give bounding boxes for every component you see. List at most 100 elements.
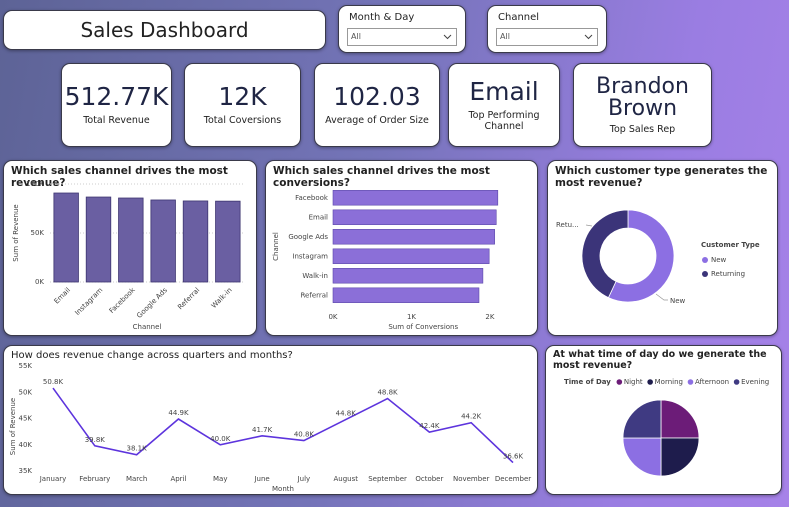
chevron (584, 34, 593, 40)
x-tick-label: 2K (485, 313, 494, 321)
dropdown[interactable]: All (347, 28, 457, 46)
legend-title: Time of Day (564, 378, 611, 386)
x-tick-label: March (126, 475, 147, 483)
kpi-label: Top Performing Channel (468, 109, 540, 132)
chart: 35K 40K 45K 50K 55K January 50.8K February 39.8K… (9, 362, 531, 493)
x-tick-label: April (170, 475, 186, 483)
bar (215, 200, 241, 283)
chart-card: How does revenue change across quarters … (3, 345, 538, 495)
legend-swatch (702, 271, 708, 277)
kpi-value: Email (469, 76, 539, 106)
x-tick-label: September (368, 475, 407, 483)
x-tick-label: 0K (328, 313, 337, 321)
y-tick-label: Email (309, 213, 328, 221)
legend-swatch (687, 379, 694, 385)
bar (53, 192, 79, 283)
chevron (443, 34, 452, 40)
chart-title: Which customer type generates the most r… (555, 165, 768, 190)
chart: 0K 1K 2K Facebook Email Google Ads Instagram Wa… (272, 190, 499, 331)
bar (332, 287, 480, 303)
legend-label: Returning (711, 270, 745, 278)
dropdown-value: All (351, 32, 361, 41)
y-tick-label: Referral (301, 291, 329, 299)
bar (182, 200, 209, 283)
x-tick-label: Instagram (73, 286, 104, 317)
leader-line (655, 293, 668, 301)
chart-card: Which customer type generates the most r… (547, 160, 778, 336)
x-tick-label: 1K (407, 313, 416, 321)
x-tick-label: February (79, 475, 110, 483)
chart-title: At what time of day do we generate the m… (553, 349, 767, 371)
y-tick-label: 45K (19, 415, 33, 423)
x-tick-label: January (39, 475, 67, 483)
filter[interactable]: Channel All (487, 5, 607, 53)
line (52, 387, 514, 464)
data-label: 48.8K (377, 389, 398, 397)
data-label: 44.8K (336, 410, 357, 418)
legend-swatch (702, 257, 708, 263)
dropdown-value: All (500, 32, 510, 41)
chart: Time of Day Night Morning Afternoon Evening (564, 378, 769, 477)
legend-title: Customer Type (701, 241, 760, 249)
kpi-card: 102.03 Average of Order Size (314, 63, 440, 147)
filter-label: Month & Day (349, 12, 415, 23)
x-tick-label: Facebook (108, 286, 138, 316)
filter[interactable]: Month & Day All (338, 5, 466, 53)
data-label: 40.0K (210, 435, 231, 443)
data-label: 41.7K (252, 426, 273, 434)
bar (332, 268, 484, 284)
slice (622, 399, 662, 439)
y-tick-label: 40K (19, 441, 33, 449)
x-tick-label: October (415, 475, 443, 483)
slice-label: Retu... (556, 221, 579, 229)
kpi-card: Email Top Performing Channel (448, 63, 560, 147)
chart: New Retu... Customer Type New Returning (556, 209, 760, 305)
slice (622, 437, 662, 477)
bar (332, 229, 495, 245)
x-tick-label: Google Ads (135, 286, 169, 320)
legend-label: Evening (741, 378, 769, 386)
bar (118, 197, 144, 283)
x-axis-label: Channel (133, 323, 162, 331)
kpi-label: Total Revenue (83, 115, 150, 126)
data-label: 44.2K (461, 413, 482, 421)
dropdown[interactable]: All (496, 28, 598, 46)
y-tick-label: 0K (35, 278, 44, 286)
bar (332, 209, 497, 225)
legend-label: Night (624, 378, 643, 386)
legend-swatch (647, 379, 653, 385)
kpi-value: Brandon Brown (596, 73, 689, 121)
legend-label: Morning (655, 378, 683, 386)
slice (660, 399, 700, 439)
kpi-card: 512.77K Total Revenue (61, 63, 172, 147)
y-tick-label: 50K (31, 229, 45, 237)
x-tick-label: Email (53, 286, 72, 305)
chart-title: Which sales channel drives the most conv… (273, 165, 490, 190)
y-axis-label: Sum of Revenue (12, 204, 20, 261)
bar (332, 190, 499, 206)
kpi-label: Average of Order Size (325, 115, 429, 126)
bar (85, 196, 112, 283)
kpi-value: 12K (218, 82, 267, 111)
x-tick-label: June (253, 475, 269, 483)
y-tick-label: Instagram (292, 252, 328, 260)
kpi-card: Brandon Brown Top Sales Rep (573, 63, 712, 147)
x-tick-label: Referral (176, 286, 201, 311)
y-tick-label: 55K (19, 362, 33, 370)
kpi-value: 512.77K (64, 82, 169, 111)
kpi-card: 12K Total Coversions (184, 63, 301, 147)
data-label: 40.8K (294, 431, 315, 439)
slice (660, 437, 700, 477)
y-axis-label: Sum of Revenue (9, 398, 17, 455)
y-tick-label: 35K (19, 467, 33, 475)
y-tick-label: 100K (26, 180, 44, 188)
data-label: 36.6K (503, 453, 524, 461)
chart-card: Which sales channel drives the most reve… (3, 160, 257, 336)
bar (332, 248, 490, 264)
chart-card: Which sales channel drives the most conv… (265, 160, 538, 336)
kpi-label: Top Sales Rep (609, 123, 676, 135)
x-tick-label: May (213, 475, 227, 483)
legend-label: New (711, 256, 727, 264)
